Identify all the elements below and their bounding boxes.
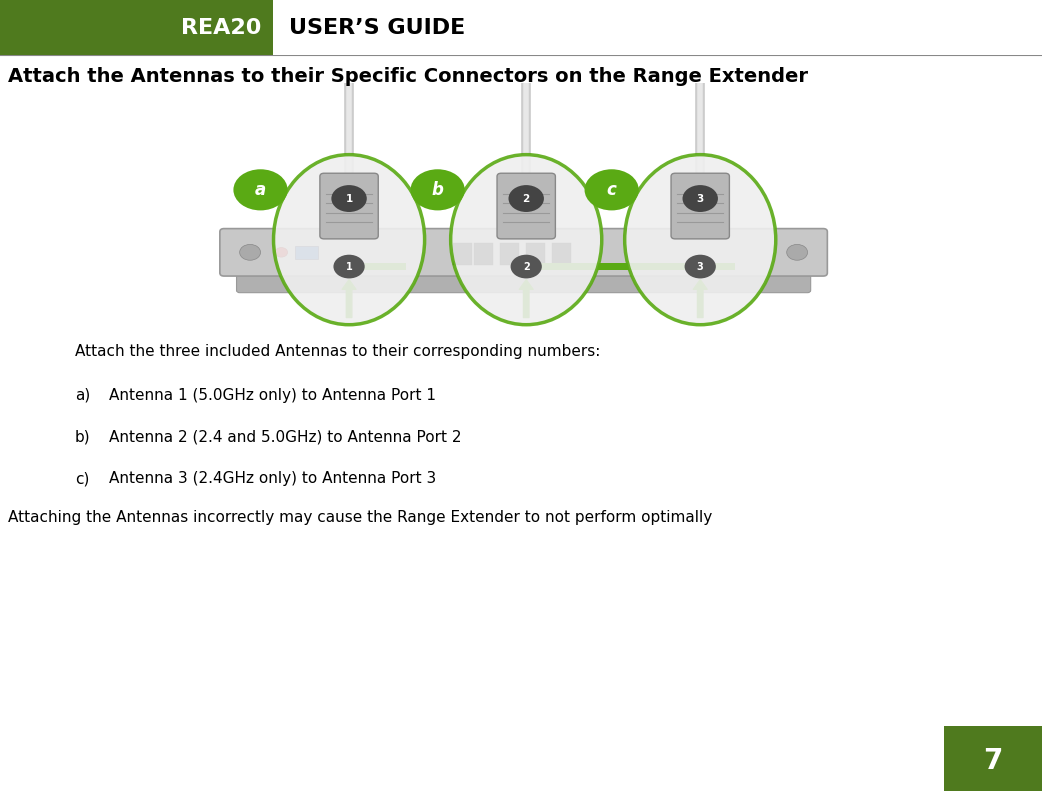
Bar [270,0,273,55]
Text: Antenna 2 (2.4 and 5.0GHz) to Antenna Port 2: Antenna 2 (2.4 and 5.0GHz) to Antenna Po… [109,430,462,445]
Circle shape [787,244,808,260]
Bar [0,0,270,55]
FancyArrowPatch shape [693,280,708,317]
Text: Antenna 1 (5.0GHz only) to Antenna Port 1: Antenna 1 (5.0GHz only) to Antenna Port … [109,388,437,403]
Circle shape [411,169,465,210]
Bar [295,246,318,259]
Bar [552,243,571,265]
Bar [270,0,1042,55]
Bar [359,263,406,270]
Text: c): c) [75,471,90,486]
Circle shape [233,169,288,210]
Circle shape [275,248,288,257]
FancyBboxPatch shape [671,173,729,239]
FancyBboxPatch shape [320,173,378,239]
Text: 3: 3 [697,262,703,271]
Circle shape [508,185,544,212]
Circle shape [333,255,365,278]
Text: Attach the three included Antennas to their corresponding numbers:: Attach the three included Antennas to th… [75,344,600,359]
Circle shape [685,255,716,278]
Text: 2: 2 [523,194,529,203]
Text: Attach the Antennas to their Specific Connectors on the Range Extender: Attach the Antennas to their Specific Co… [8,67,809,86]
Bar [500,243,519,265]
Bar [526,263,735,270]
Text: 1: 1 [346,194,352,203]
Text: b: b [431,181,444,199]
Text: 3: 3 [697,194,703,203]
Circle shape [511,255,542,278]
FancyArrowPatch shape [519,280,534,317]
Text: REA20: REA20 [181,17,262,37]
Circle shape [683,185,718,212]
Text: b): b) [75,430,91,445]
Circle shape [331,185,367,212]
Bar [526,243,545,265]
Circle shape [585,169,639,210]
Ellipse shape [273,154,425,324]
FancyBboxPatch shape [237,268,811,293]
Bar [944,726,1042,791]
Text: c: c [606,181,617,199]
Text: 7: 7 [984,747,1002,775]
Text: Antenna 3 (2.4GHz only) to Antenna Port 3: Antenna 3 (2.4GHz only) to Antenna Port … [109,471,437,486]
Bar [474,243,493,265]
Ellipse shape [625,154,775,324]
Text: a): a) [75,388,91,403]
Bar [453,243,472,265]
Text: 2: 2 [523,262,529,271]
Circle shape [240,244,260,260]
Text: USER’S GUIDE: USER’S GUIDE [289,17,465,37]
Text: 1: 1 [346,262,352,271]
FancyBboxPatch shape [497,173,555,239]
Ellipse shape [450,154,602,324]
FancyBboxPatch shape [220,229,827,276]
Text: a: a [255,181,266,199]
FancyArrowPatch shape [342,280,356,317]
Text: Attaching the Antennas incorrectly may cause the Range Extender to not perform o: Attaching the Antennas incorrectly may c… [8,510,713,525]
